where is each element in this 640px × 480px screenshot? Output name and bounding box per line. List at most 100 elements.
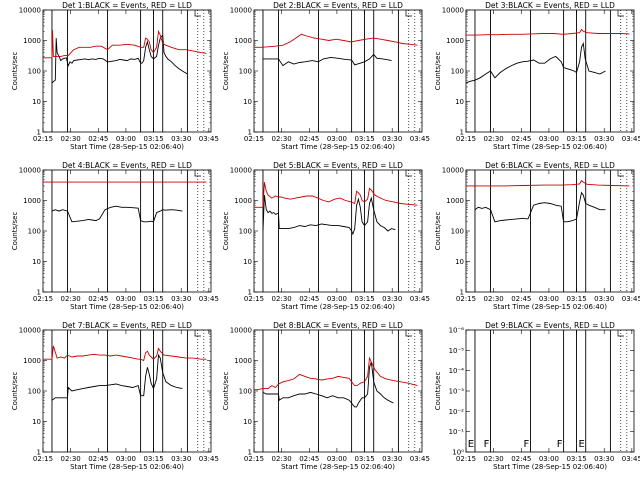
x-axis-label: Start Time (28-Sep-15 02:06:40): [281, 463, 395, 471]
x-tick-label: 03:45: [622, 135, 640, 143]
x-tick-label: 02:30: [484, 455, 504, 463]
y-tick-label: 100: [239, 388, 252, 396]
panel-title: Det 6:BLACK = Events, RED = LLD: [485, 161, 615, 170]
panel-title: Det 7:BLACK = Events, RED = LLD: [62, 321, 192, 330]
y-axis-label: Counts/sec: [11, 372, 19, 411]
x-tick-label: 03:30: [382, 135, 402, 143]
y-tick-label: 1000: [234, 357, 252, 365]
y-axis-label: Counts/sec: [222, 372, 230, 411]
events-series-line: [474, 191, 606, 223]
y-tick-label: 10: [243, 418, 252, 426]
corner-marker: [617, 10, 624, 17]
x-tick-label: 03:45: [410, 455, 430, 463]
x-tick-label: 03:00: [327, 135, 347, 143]
flag-glyph: F: [524, 439, 530, 450]
lld-series-line: [254, 356, 418, 391]
y-tick-label: 1000: [446, 197, 464, 205]
x-axis-label: Start Time (28-Sep-15 02:06:40): [493, 303, 607, 311]
panel-title: Det 5:BLACK = Events, RED = LLD: [273, 161, 403, 170]
y-tick-label: 1000: [234, 197, 252, 205]
y-tick-label: 10000: [19, 167, 41, 175]
y-tick-label: 1000: [23, 357, 41, 365]
panel-title: Det 9:BLACK = Events, RED = LLD: [485, 321, 615, 330]
x-tick-label: 02:30: [484, 295, 504, 303]
x-tick-label: 03:45: [622, 295, 640, 303]
events-series-line: [263, 53, 392, 67]
lld-series-line: [254, 33, 418, 48]
y-axis-label: Counts/sec: [434, 212, 442, 251]
x-tick-label: 03:45: [199, 455, 219, 463]
panel-det-6: Det 6:BLACK = Events, RED = LLD 1 10 100 100…: [434, 161, 640, 311]
x-tick-label: 02:45: [511, 135, 531, 143]
x-axis-label: Start Time (28-Sep-15 02:06:40): [281, 143, 395, 151]
x-tick-label: 02:30: [61, 295, 81, 303]
x-tick-label: 02:15: [456, 455, 476, 463]
panel-det-3: Det 3:BLACK = Events, RED = LLD 1 10 100 100…: [434, 1, 640, 151]
corner-marker: [617, 170, 624, 177]
panel-det-7: Det 7:BLACK = Events, RED = LLD 1 10 100 100…: [11, 321, 219, 471]
plot-frame: [253, 169, 423, 293]
x-tick-label: 02:30: [272, 135, 292, 143]
x-tick-label: 02:45: [299, 455, 319, 463]
x-tick-label: 03:45: [199, 135, 219, 143]
panel-title: Det 1:BLACK = Events, RED = LLD: [62, 1, 192, 10]
y-tick-label: 10: [243, 98, 252, 106]
x-tick-label: 03:00: [327, 295, 347, 303]
y-tick-label: 10000: [230, 7, 252, 15]
x-tick-label: 03:00: [539, 455, 559, 463]
events-series-line: [262, 195, 396, 236]
x-tick-label: 03:15: [143, 295, 163, 303]
x-tick-label: 02:30: [61, 455, 81, 463]
x-tick-label: 03:45: [410, 295, 430, 303]
x-tick-label: 02:45: [88, 135, 108, 143]
x-tick-label: 03:30: [594, 135, 614, 143]
events-series-line: [51, 205, 183, 223]
x-tick-label: 02:30: [484, 135, 504, 143]
y-tick-label: 1: [37, 129, 41, 137]
plot-frame: [253, 9, 423, 133]
y-axis-label: Counts/sec: [222, 212, 230, 251]
panel-title: Det 8:BLACK = Events, RED = LLD: [273, 321, 403, 330]
y-tick-label: 10000: [19, 327, 41, 335]
y-tick-label: 10⁻⁶: [449, 327, 465, 335]
x-tick-label: 02:15: [33, 135, 53, 143]
events-series-line: [262, 361, 394, 408]
x-tick-label: 03:00: [327, 455, 347, 463]
x-tick-label: 02:45: [511, 295, 531, 303]
x-tick-label: 03:30: [171, 455, 191, 463]
lld-series-line: [466, 28, 630, 36]
y-axis-label: Counts/sec: [11, 212, 19, 251]
x-axis-label: Start Time (28-Sep-15 02:06:40): [493, 463, 607, 471]
x-tick-label: 03:15: [143, 135, 163, 143]
x-tick-label: 03:15: [354, 455, 374, 463]
x-axis-label: Start Time (28-Sep-15 02:06:40): [70, 143, 184, 151]
y-tick-label: 10⁻⁵: [449, 347, 465, 355]
x-tick-label: 02:30: [61, 135, 81, 143]
events-series-line: [465, 41, 606, 84]
y-tick-label: 10000: [230, 327, 252, 335]
panel-det-2: Det 2:BLACK = Events, RED = LLD 1 10 100 100…: [222, 1, 430, 151]
lld-series-line: [254, 182, 418, 208]
y-tick-label: 1000: [23, 197, 41, 205]
x-tick-label: 03:00: [539, 135, 559, 143]
lld-series-line: [466, 179, 630, 187]
events-series-line: [51, 33, 188, 84]
y-tick-label: 1: [248, 449, 252, 457]
x-tick-label: 03:00: [539, 295, 559, 303]
lld-series-line: [43, 345, 207, 362]
x-tick-label: 03:30: [171, 135, 191, 143]
x-tick-label: 02:15: [244, 455, 264, 463]
x-tick-label: 03:30: [594, 455, 614, 463]
x-tick-label: 03:00: [116, 295, 136, 303]
y-axis-label: Counts/sec: [434, 52, 442, 91]
panel-title: Det 4:BLACK = Events, RED = LLD: [62, 161, 192, 170]
y-tick-label: 10: [455, 98, 464, 106]
corner-marker: [405, 10, 412, 17]
x-tick-label: 03:15: [566, 455, 586, 463]
x-tick-label: 02:30: [272, 295, 292, 303]
y-tick-label: 10: [32, 258, 41, 266]
x-tick-label: 03:15: [566, 135, 586, 143]
x-axis-label: Start Time (28-Sep-15 02:06:40): [281, 303, 395, 311]
y-tick-label: 1: [37, 289, 41, 297]
y-tick-label: 10⁻²: [449, 408, 465, 416]
